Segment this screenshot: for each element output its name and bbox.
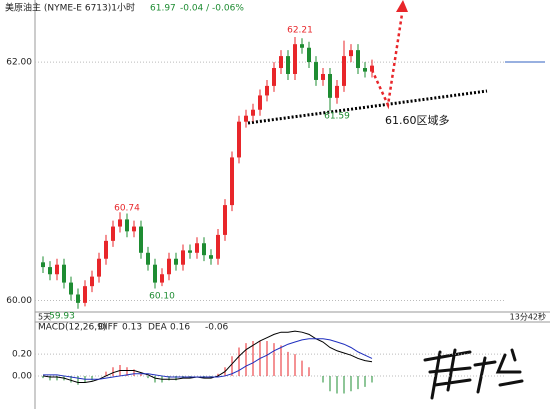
macd-tick-label: 0.20: [12, 350, 32, 360]
annotation: 60.10: [149, 292, 175, 302]
candle-body: [104, 240, 108, 259]
candle-body: [328, 73, 332, 98]
macd-tick-label: 0.00: [12, 371, 32, 381]
trend-line: [247, 89, 488, 125]
annotation: 61.59: [324, 112, 350, 122]
change: -0.04 / -0.06%: [180, 4, 244, 14]
candle-body: [272, 68, 276, 86]
candle-body: [69, 282, 73, 295]
candle-body: [181, 250, 185, 265]
candle-body: [335, 85, 339, 98]
candle-body: [125, 219, 129, 232]
candle-body: [132, 226, 136, 232]
candle-body: [90, 276, 94, 287]
range-label: 5天: [38, 313, 51, 322]
candle-body: [265, 85, 269, 96]
candle-body: [195, 243, 199, 253]
candle-body: [286, 56, 290, 74]
candle-body: [258, 95, 262, 110]
candle-body: [139, 226, 143, 253]
candle-body: [244, 115, 248, 122]
arrow-head: [396, 0, 408, 12]
instrument: 美原油主 (NYME-E 6713)1小时: [5, 2, 135, 14]
candle-body: [237, 121, 241, 158]
candle-body: [349, 50, 353, 57]
candle-body: [118, 219, 122, 227]
forecast-arrow: [370, 13, 404, 110]
candle-body: [370, 65, 374, 72]
candle-body: [83, 286, 87, 303]
candle-body: [223, 205, 227, 235]
annotation: 60.74: [114, 204, 140, 214]
signature: [423, 348, 524, 400]
candle-body: [97, 258, 101, 277]
candle-body: [55, 264, 59, 275]
candle-body: [153, 264, 157, 283]
candle-body: [293, 44, 297, 74]
candle-body: [251, 109, 255, 116]
y-tick-label: 60.00: [6, 296, 32, 306]
macd-label: -0.06: [205, 323, 229, 333]
candle-body: [41, 262, 45, 268]
candle-body: [279, 56, 283, 69]
candle-body: [356, 50, 360, 69]
candle-body: [146, 252, 150, 265]
candle-body: [76, 294, 80, 303]
candle-body: [363, 68, 367, 72]
candle-body: [342, 56, 346, 86]
candle-body: [202, 243, 206, 256]
candle-body: [160, 274, 164, 283]
last-price: 61.97: [150, 4, 176, 14]
y-tick-label: 62.00: [6, 58, 32, 68]
candle-body: [62, 264, 66, 283]
candle-body: [174, 258, 178, 265]
timer: 13分42秒: [510, 312, 546, 322]
macd-label: DIFF: [98, 323, 118, 333]
candle-body: [188, 250, 192, 253]
candle-body: [48, 267, 52, 275]
macd-label: DEA: [148, 323, 168, 333]
annotation: 59.93: [49, 312, 75, 322]
macd-label: 0.16: [170, 323, 190, 333]
candle-body: [230, 157, 234, 206]
annotation: 62.21: [287, 26, 313, 36]
candle-body: [307, 47, 311, 63]
candle-body: [209, 255, 213, 259]
candle-body: [216, 234, 220, 259]
macd-label: 0.13: [122, 323, 142, 333]
candle-body: [111, 226, 115, 241]
candle-body: [314, 62, 318, 80]
candle-body: [321, 73, 325, 80]
candle-body: [167, 258, 171, 275]
annotation: 61.60区域多: [385, 113, 450, 127]
macd-line: [43, 338, 373, 380]
macd-label: MACD(12,26,9): [38, 323, 106, 333]
candle-body: [300, 44, 304, 48]
